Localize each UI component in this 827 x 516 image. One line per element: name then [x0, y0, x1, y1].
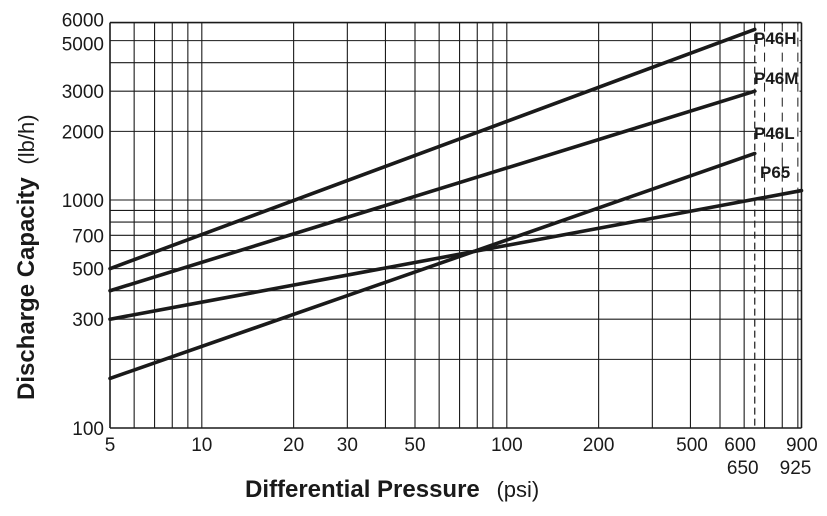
x-tick-label: 30 [337, 435, 358, 456]
y-tick-label: 1000 [62, 191, 104, 212]
y-tick-labels: 100 300 500 700 1000 2000 3000 5000 6000 [62, 11, 104, 440]
series-line-p65 [108, 188, 804, 322]
series-label-p46h: P46H [754, 29, 797, 48]
x-tick-label: 20 [283, 435, 304, 456]
y-tick-label: 6000 [62, 11, 104, 32]
series-lines [108, 27, 804, 381]
x-tick-label: 600 [724, 435, 756, 456]
x-tick-label: 5 [105, 435, 116, 456]
series-line-p46l [108, 151, 757, 381]
y-tick-label: 3000 [62, 82, 104, 103]
x-axis-unit: (psi) [496, 477, 539, 502]
series-line-p46m [108, 89, 757, 293]
x-tick-labels: 5 10 20 30 50 100 200 500 600 900 650 925 [105, 435, 818, 479]
x-tick-label-secondary: 650 [727, 458, 759, 479]
x-tick-label: 500 [676, 435, 708, 456]
y-tick-label: 100 [72, 419, 104, 440]
x-tick-label: 10 [191, 435, 212, 456]
series-line-p46h [108, 27, 757, 271]
series-label-p65: P65 [760, 163, 790, 182]
y-axis-unit: (lb/h) [14, 114, 39, 164]
x-tick-label: 200 [583, 435, 615, 456]
series-label-panel [756, 24, 800, 195]
y-tick-label: 300 [72, 310, 104, 331]
x-axis-title: Differential Pressure (psi) [245, 476, 539, 503]
x-axis-label: Differential Pressure [245, 476, 480, 503]
y-tick-label: 5000 [62, 35, 104, 56]
y-axis-label: Discharge Capacity [13, 177, 40, 400]
y-axis-title: Discharge Capacity (lb/h) [13, 114, 40, 400]
y-tick-label: 500 [72, 260, 104, 281]
x-tick-label: 50 [404, 435, 425, 456]
series-label-p46l: P46L [754, 124, 795, 143]
y-tick-label: 2000 [62, 122, 104, 143]
x-tick-label: 100 [491, 435, 523, 456]
series-label-p46m: P46M [754, 69, 798, 88]
x-tick-label: 900 [786, 435, 818, 456]
grid [109, 21, 803, 429]
series-labels: P46H P46M P46L P65 [754, 29, 798, 182]
x-tick-label-secondary: 925 [780, 458, 812, 479]
y-tick-label: 700 [72, 226, 104, 247]
